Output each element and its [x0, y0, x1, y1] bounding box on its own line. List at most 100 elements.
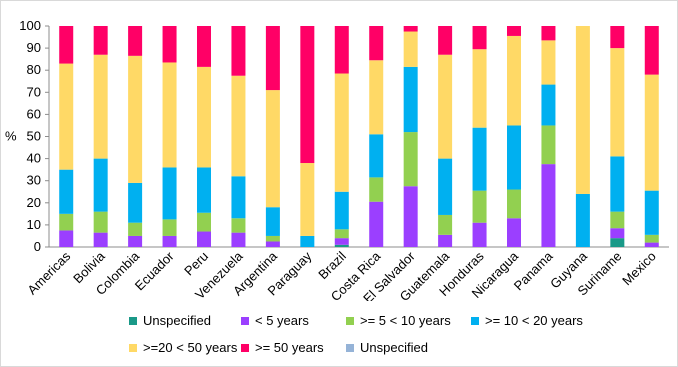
y-tick-label: 40 — [27, 151, 41, 166]
bar-segment — [438, 54, 453, 159]
legend-swatch — [129, 343, 137, 352]
bar-segment — [644, 26, 659, 75]
bar-segment — [231, 26, 246, 76]
bar-segment — [610, 48, 625, 157]
bar-segment — [59, 169, 74, 214]
bar-segment — [507, 189, 521, 219]
bar-segment — [472, 49, 487, 128]
legend-swatch — [241, 316, 249, 325]
y-tick-label: 100 — [19, 18, 41, 33]
legend-label: Unspecified — [143, 313, 211, 328]
bar-segment — [575, 193, 590, 247]
bar-segment — [128, 26, 143, 56]
y-axis-label: % — [5, 129, 17, 144]
bar-segment — [507, 218, 521, 247]
bar-segment — [231, 75, 246, 177]
bar-segment — [59, 213, 74, 231]
legend-item: Unspecified — [129, 313, 211, 328]
y-tick-label: 50 — [27, 129, 41, 144]
bar-segment — [93, 158, 108, 212]
y-tick-label: 60 — [27, 106, 41, 121]
y-tick-label: 0 — [34, 239, 41, 254]
bar-segment — [403, 26, 418, 32]
bar-segment — [334, 238, 349, 245]
bar-segment — [507, 35, 521, 126]
bar-segment — [93, 26, 108, 55]
bar-segment — [403, 186, 418, 247]
bar-segment — [541, 125, 556, 165]
bar-segment — [197, 231, 211, 247]
bar-segment — [128, 235, 143, 247]
bar-segment — [438, 158, 453, 215]
legend-swatch — [471, 316, 479, 325]
bar-segment — [644, 74, 659, 191]
legend-label: Unspecified — [360, 340, 428, 355]
bar-segment — [403, 31, 418, 67]
bar-segment — [369, 177, 384, 202]
bar-segment — [610, 228, 625, 239]
bar-segment — [472, 190, 487, 223]
bar-segment — [197, 26, 211, 67]
bar-segment — [231, 232, 246, 247]
bar-segment — [59, 63, 74, 170]
bar-segment — [541, 84, 556, 126]
x-tick-label: Ecuador — [132, 248, 177, 293]
bar-segment — [438, 214, 453, 235]
bar-segment — [403, 66, 418, 133]
bar-segment — [610, 26, 625, 49]
legend-swatch — [346, 343, 354, 352]
bar-segment — [162, 219, 177, 236]
bar-segment — [472, 26, 487, 50]
x-tick-label: Peru — [181, 249, 211, 279]
legend-label: >= 5 < 10 years — [360, 313, 451, 328]
legend-item: >= 5 < 10 years — [346, 313, 451, 328]
bar-segment — [541, 164, 556, 247]
bar-segment — [644, 190, 659, 235]
bar-segment — [334, 191, 349, 230]
legend-label: >= 50 years — [255, 340, 324, 355]
bar-segment — [231, 176, 246, 219]
legend-label: >=20 < 50 years — [143, 340, 238, 355]
bar-segment — [644, 234, 659, 243]
bar-segment — [265, 241, 280, 247]
bar-segment — [265, 26, 280, 91]
bar-segment — [231, 218, 246, 233]
y-tick-label: 30 — [27, 173, 41, 188]
bar-segment — [300, 26, 315, 164]
bar-segment — [128, 182, 143, 223]
x-tick-label: Panama — [511, 248, 556, 293]
x-tick-label: Mexico — [619, 249, 659, 289]
bar-segment — [300, 163, 315, 236]
y-tick-label: 10 — [27, 217, 41, 232]
bar-segment — [162, 235, 177, 247]
bar-segment — [265, 235, 280, 242]
bar-segment — [334, 73, 349, 192]
bar-segment — [472, 222, 487, 247]
bar-segment — [334, 229, 349, 239]
bar-segment — [541, 26, 556, 41]
bar-segment — [507, 125, 521, 190]
bar-segment — [128, 55, 143, 183]
bar-segment — [369, 134, 384, 178]
bar-segment — [162, 26, 177, 63]
bar-segment — [403, 132, 418, 187]
bar-segment — [369, 60, 384, 135]
y-tick-label: 80 — [27, 62, 41, 77]
bar-segment — [507, 26, 521, 36]
legend-swatch — [129, 316, 137, 325]
y-tick-label: 90 — [27, 40, 41, 55]
bar-segment — [162, 62, 177, 168]
legend-swatch — [346, 316, 354, 325]
bar-segment — [541, 40, 556, 85]
legend-label: >= 10 < 20 years — [485, 313, 583, 328]
legend-swatch — [241, 343, 249, 352]
legend-item: >= 50 years — [241, 340, 324, 355]
bar-segment — [197, 66, 211, 168]
bar-segment — [369, 26, 384, 61]
bar-segment — [59, 26, 74, 64]
stacked-bar-chart: 0102030405060708090100%AmericasBoliviaCo… — [5, 18, 669, 301]
bar-segment — [644, 242, 659, 247]
legend-item: Unspecified — [346, 340, 428, 355]
bar-segment — [93, 232, 108, 247]
bar-segment — [93, 211, 108, 233]
